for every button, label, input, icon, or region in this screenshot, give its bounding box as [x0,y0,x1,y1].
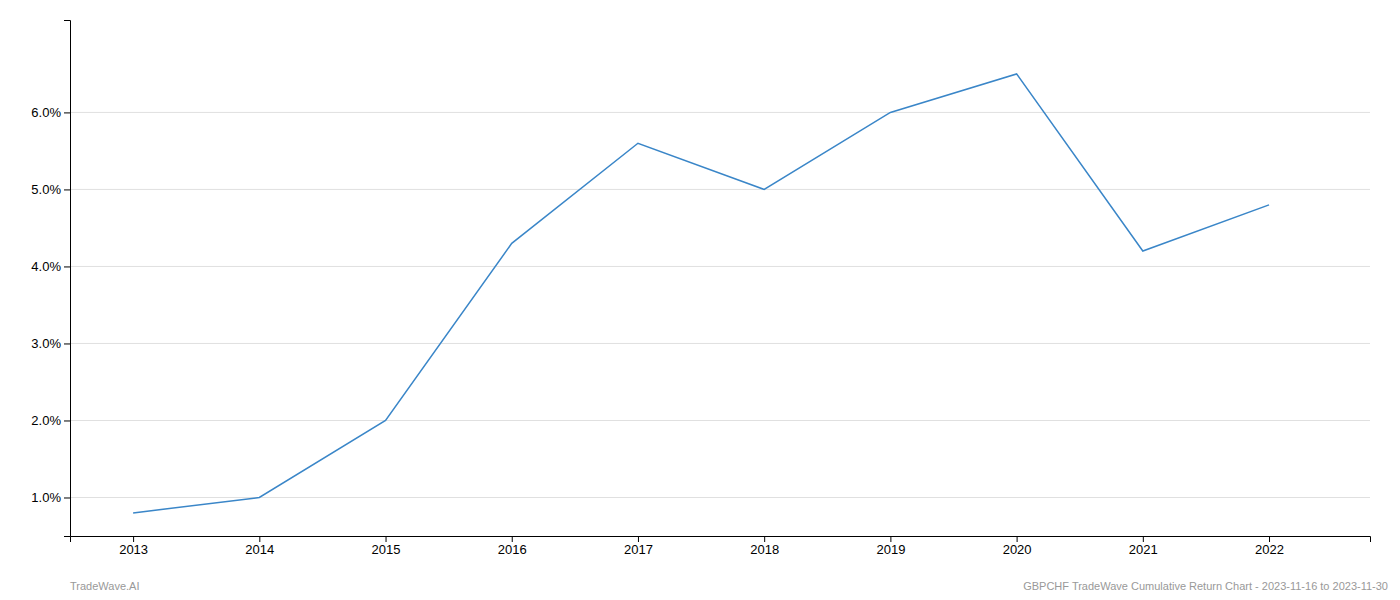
x-tick: 2017 [624,536,653,557]
y-tick-mark [64,189,70,190]
y-tick-mark [64,497,70,498]
y-tick-label: 6.0% [31,105,61,120]
x-tick-label: 2016 [498,542,527,557]
y-tick-label: 5.0% [31,182,61,197]
y-tick: 6.0% [31,105,70,120]
x-tick-label: 2018 [750,542,779,557]
x-tick: 2020 [1003,536,1032,557]
x-tick-label: 2021 [1129,542,1158,557]
x-tick-label: 2015 [372,542,401,557]
grid-line [70,497,1370,498]
x-tick-label: 2020 [1003,542,1032,557]
x-tick: 2019 [876,536,905,557]
x-tick: 2014 [245,536,274,557]
x-tick: 2021 [1129,536,1158,557]
x-tick-mark [512,536,513,542]
y-axis: 1.0% 2.0% 3.0% 4.0% 5.0% 6.0% [31,21,70,537]
x-axis: 2013 2014 2015 2016 2017 2018 2019 2020 2021 2022 [71,536,1371,557]
chart: 2013 2014 2015 2016 2017 2018 2019 2020 2021 2022… [0,0,1400,600]
y-tick: 2.0% [31,413,70,428]
x-tick: 2018 [750,536,779,557]
y-tick-mark [64,112,70,113]
footer-text: GBPCHF TradeWave Cumulative Return Chart… [1023,580,1388,592]
y-tick-label: 2.0% [31,413,61,428]
x-tick-mark [638,536,639,542]
x-tick-mark [386,536,387,542]
x-tick: 2015 [372,536,401,557]
y-tick-mark [64,420,70,421]
line [133,74,1269,513]
y-axis-line [64,21,71,537]
plot-area [133,74,1269,513]
y-tick: 5.0% [31,182,70,197]
x-tick-label: 2017 [624,542,653,557]
x-tick-mark [1143,536,1144,542]
x-tick-mark [1269,536,1270,542]
x-tick-mark [259,536,260,542]
x-tick-mark [890,536,891,542]
x-tick-label: 2013 [119,542,148,557]
y-tick-label: 3.0% [31,336,61,351]
x-tick-label: 2019 [876,542,905,557]
footer-text: TradeWave.AI [70,580,140,592]
y-tick-mark [64,266,70,267]
y-tick-label: 4.0% [31,259,61,274]
x-tick: 2022 [1255,536,1284,557]
grid-line [70,420,1370,421]
x-tick-mark [133,536,134,542]
x-tick-mark [764,536,765,542]
grid-line [70,343,1370,344]
y-tick: 3.0% [31,336,70,351]
x-tick-label: 2014 [245,542,274,557]
grid [70,112,1370,497]
x-tick-mark [1017,536,1018,542]
x-tick: 2013 [119,536,148,557]
grid-line [70,189,1370,190]
y-tick: 1.0% [31,490,70,505]
y-tick-label: 1.0% [31,490,61,505]
x-tick: 2016 [498,536,527,557]
x-tick-label: 2022 [1255,542,1284,557]
grid-line [70,112,1370,113]
footer: TradeWave.AI GBPCHF TradeWave Cumulative … [70,580,1388,592]
grid-line [70,266,1370,267]
y-tick: 4.0% [31,259,70,274]
y-tick-mark [64,343,70,344]
x-axis-line [71,537,1371,543]
